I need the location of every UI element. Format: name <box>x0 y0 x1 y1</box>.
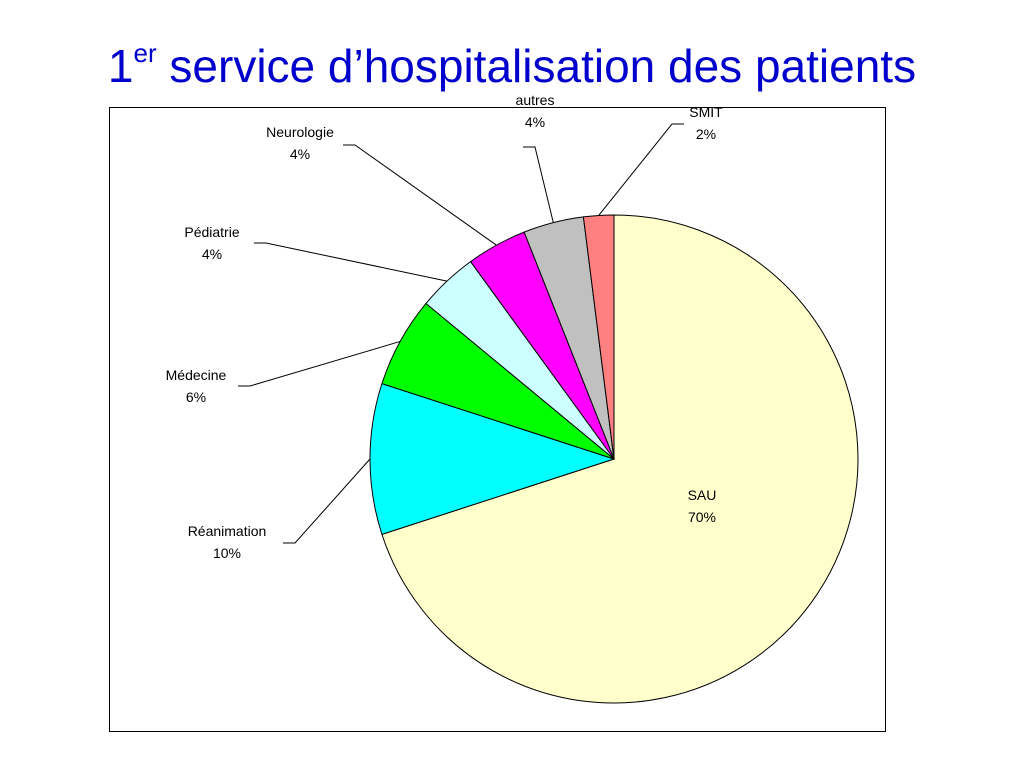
leader-line-réanimation <box>283 458 371 544</box>
slice-value-médecine: 6% <box>186 389 206 405</box>
leader-lines <box>238 123 684 544</box>
leader-line-pédiatrie <box>254 242 448 282</box>
title-superscript: er <box>133 38 157 68</box>
slide-title: 1er service d’hospitalisation des patien… <box>0 38 1024 94</box>
slice-label-sau: SAU <box>688 487 717 503</box>
pie-slice-sau <box>381 214 859 704</box>
slice-label-réanimation: Réanimation <box>188 523 267 539</box>
slice-value-réanimation: 10% <box>213 545 241 561</box>
leader-line-médecine <box>238 340 401 387</box>
slice-value-smit: 2% <box>696 126 716 142</box>
slice-label-neurologie: Neurologie <box>266 124 334 140</box>
slice-label-smit: SMIT <box>689 104 723 120</box>
slice-value-pédiatrie: 4% <box>202 246 222 262</box>
slice-label-autres: autres <box>516 92 555 108</box>
leader-line-neurologie <box>343 144 497 246</box>
pie-slices <box>369 214 859 704</box>
slice-value-autres: 4% <box>525 114 545 130</box>
slice-value-neurologie: 4% <box>290 146 310 162</box>
slice-label-médecine: Médecine <box>166 367 227 383</box>
title-text: service d’hospitalisation des patients <box>169 40 917 92</box>
slice-labels: SAU 70% Réanimation 10% Médecine 6% Pédiatrie 4… <box>166 92 724 561</box>
leader-line-autres <box>523 146 554 223</box>
slice-value-sau: 70% <box>688 509 716 525</box>
title-number: 1 <box>107 40 134 92</box>
leader-line-smit <box>598 123 684 216</box>
slice-label-pédiatrie: Pédiatrie <box>184 224 239 240</box>
